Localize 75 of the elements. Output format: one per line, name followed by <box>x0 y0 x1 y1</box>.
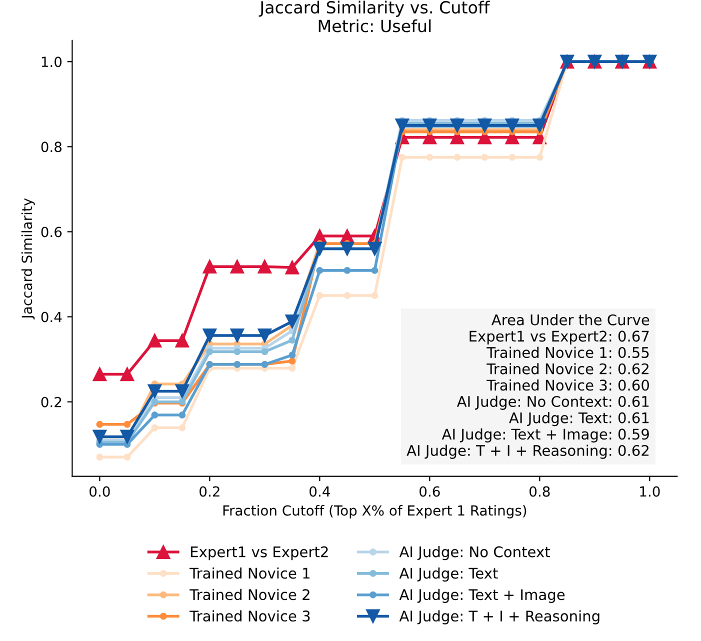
legend-label: Trained Novice 1 <box>190 567 310 579</box>
point <box>92 367 107 382</box>
point <box>312 242 327 256</box>
point <box>120 367 134 382</box>
point <box>234 348 241 356</box>
y-tick-label: 1.0 <box>42 56 62 68</box>
x-tick-label: 0.0 <box>90 486 110 497</box>
point <box>96 454 104 461</box>
point <box>344 292 351 300</box>
point <box>508 154 516 161</box>
y-axis-title: Jaccard Similarity <box>21 198 35 320</box>
point <box>285 260 300 274</box>
legend-label: AI Judge: Text + Image <box>399 588 565 603</box>
point <box>316 292 324 300</box>
legend-label: AI Judge: Text <box>399 567 498 582</box>
point <box>536 154 544 161</box>
point <box>316 266 324 274</box>
text: Area Under the Curve Expert1 vs Expert2: 0.67 Trained Novice 1: 0.55 Trained Novice 2: 0.62 Trained Novice 3: 0.60 AI Judge: No Context: 0.61 AI Judge: Text: 0.61 AI Judge: Text + Image: 0.59 AI Judge: T + I + Reasoning: 0.62 <box>406 314 650 459</box>
point <box>371 266 378 274</box>
point <box>178 424 186 432</box>
point <box>120 430 134 444</box>
y-tick-label: 0.4 <box>41 312 62 322</box>
legend-label: Expert1 vs Expert2 <box>191 546 328 560</box>
point <box>505 118 520 132</box>
point <box>258 260 272 274</box>
point <box>92 430 107 444</box>
point <box>288 358 296 364</box>
y-tick-label: 0.8 <box>41 142 62 152</box>
legend-label: AI Judge: T + I + Reasoning <box>399 610 600 624</box>
point <box>344 266 351 274</box>
legend-label: Trained Novice 3 <box>190 610 310 622</box>
point <box>454 154 461 161</box>
point <box>151 412 158 418</box>
point <box>426 154 434 161</box>
chart-title: Jaccard Similarity vs. Cutoff Metric: Useful <box>258 0 490 32</box>
point <box>178 412 186 418</box>
x-tick-label: 1.0 <box>640 486 660 497</box>
x-tick-label: 0.8 <box>530 486 550 497</box>
point <box>288 336 296 344</box>
point <box>285 314 300 328</box>
point <box>258 328 272 342</box>
point <box>368 242 382 256</box>
point <box>206 348 214 356</box>
point <box>532 118 547 132</box>
y-tick-label: 0.6 <box>41 226 62 238</box>
point <box>450 118 464 132</box>
point <box>124 420 131 428</box>
legend-label: AI Judge: No Context <box>399 546 550 560</box>
point <box>288 352 296 359</box>
legend-label: Trained Novice 2 <box>190 588 310 600</box>
x-axis-title: Fraction Cutoff (Top X% of Expert 1 Ratings) <box>223 504 526 518</box>
x-tick-label: 0.4 <box>310 486 330 497</box>
point <box>478 118 492 132</box>
point <box>175 384 190 398</box>
point <box>395 118 410 132</box>
point <box>340 242 354 256</box>
x-tick-label: 0.2 <box>200 486 220 497</box>
point <box>288 364 296 372</box>
point <box>151 424 158 432</box>
x-tick-label: 0.6 <box>420 486 440 497</box>
point <box>230 260 244 274</box>
point <box>202 328 217 342</box>
point <box>148 384 162 398</box>
point <box>148 334 162 348</box>
point <box>202 260 217 274</box>
point <box>481 154 488 161</box>
y-tick-label: 0.2 <box>41 396 62 408</box>
point <box>371 292 378 300</box>
point <box>422 118 437 132</box>
point <box>398 154 406 161</box>
point <box>124 454 131 461</box>
point <box>96 420 104 428</box>
point <box>175 334 190 348</box>
point <box>261 348 268 356</box>
point <box>230 328 244 342</box>
